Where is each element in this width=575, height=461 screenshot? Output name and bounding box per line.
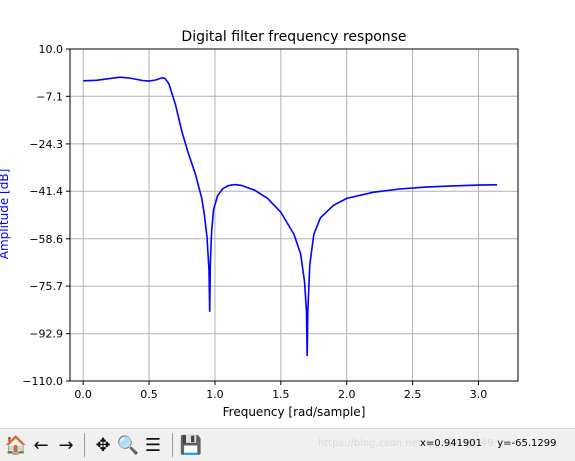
y-tick-label: −7.1 [36,90,63,103]
x-tick-label: 0.0 [74,388,92,401]
zoom-icon[interactable]: 🔍 [116,434,140,456]
x-tick-label: 0.5 [140,388,158,401]
x-axis-ticks: 0.0 0.5 1.0 1.5 2.0 2.5 3.0 [74,381,487,401]
y-axis-label: Amplitude [dB] [0,169,11,260]
x-tick-label: 2.5 [404,388,422,401]
back-arrow-icon[interactable]: ← [33,434,49,456]
navigation-toolbar: 🏠 ← → ✥ 🔍 ☰ 💾 https://blog.csdn.net/qq_4… [0,428,575,461]
cursor-coordinates: x=0.941901 y=-65.1299 [420,438,568,449]
x-tick-label: 3.0 [470,388,488,401]
x-axis-label: Frequency [rad/sample] [223,405,366,419]
y-tick-label: −92.9 [29,328,63,341]
x-tick-label: 1.0 [206,388,224,401]
y-tick-label: 10.0 [39,43,64,56]
x-tick-label: 1.5 [272,388,290,401]
series-line [83,76,498,357]
save-icon[interactable]: 💾 [179,434,203,456]
pan-icon[interactable]: ✥ [95,434,111,456]
toolbar-separator [84,433,85,457]
y-axis-ticks: 10.0 −7.1 −24.3 −41.4 −58.6 −75.7 −92.9 −110.0 [22,43,70,388]
y-tick-label: −110.0 [22,375,63,388]
forward-arrow-icon[interactable]: → [58,434,74,456]
coord-x: x=0.941901 [420,438,483,449]
frequency-response-chart: Digital filter frequency response 0.0 0.5… [0,29,519,419]
grid [70,48,518,382]
y-tick-label: −41.4 [29,185,63,198]
chart-title: Digital filter frequency response [181,29,406,45]
y-tick-label: −58.6 [29,233,63,246]
y-tick-label: −24.3 [29,138,63,151]
watermark: https://blog.csdn.net/qq_41939049 [318,438,494,449]
coord-y: y=-65.1299 [497,438,557,449]
toolbar-separator [172,433,173,457]
plot-frame [69,48,519,382]
configure-subplots-icon[interactable]: ☰ [144,434,162,456]
home-icon[interactable]: 🏠 [4,434,28,456]
y-tick-label: −75.7 [29,280,63,293]
x-tick-label: 2.0 [338,388,356,401]
